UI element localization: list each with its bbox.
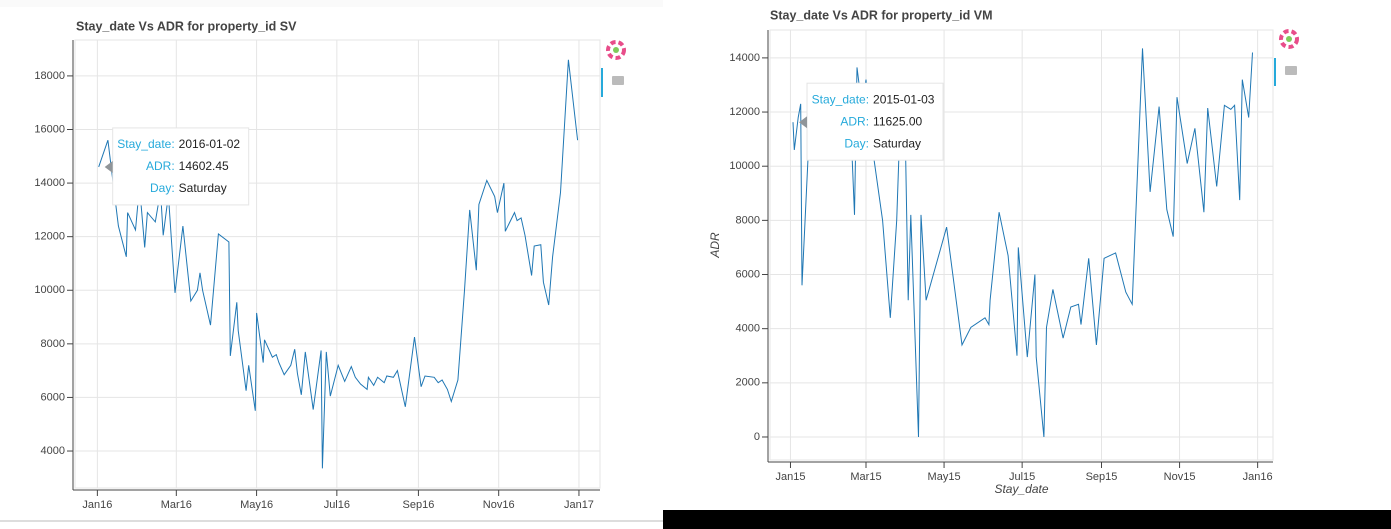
- bokeh-logo-center: [613, 47, 619, 53]
- bokeh-logo[interactable]: [606, 40, 626, 60]
- y-axis-label: ADR: [708, 232, 722, 259]
- y-tick-label: 14000: [34, 177, 65, 189]
- plot-frame: [74, 39, 601, 489]
- y-tick-label: 4000: [41, 445, 65, 457]
- x-tick-label: Jul15: [1009, 471, 1035, 483]
- toolbar: [601, 29, 1299, 97]
- active-tool: [1274, 58, 1276, 86]
- x-tick-label: Jan15: [775, 471, 805, 483]
- plot-frame: [769, 29, 1274, 461]
- tooltip-pointer: [104, 160, 113, 173]
- y-tick-label: 8000: [736, 214, 760, 226]
- x-axis-label: Stay_date: [994, 482, 1048, 496]
- x-tick-label: Sep16: [403, 499, 435, 511]
- top-shade: [0, 0, 663, 7]
- y-tick-label: 6000: [736, 268, 760, 280]
- tooltip: Stay_date: 2016-01-02 ADR: 14602.45 Day: Satu…: [104, 127, 250, 206]
- y-tick-label: 10000: [729, 160, 760, 172]
- tooltip-value: 2016-01-02: [179, 137, 241, 151]
- y-tick-label: 14000: [729, 52, 760, 64]
- y-tick-label: 8000: [41, 338, 65, 350]
- x-tick-label: May15: [928, 471, 961, 483]
- hover-tool[interactable]: [612, 76, 624, 85]
- y-tick-label: 12000: [729, 106, 760, 118]
- tooltip-label: Day:: [844, 136, 869, 150]
- chart-title: Stay_date Vs ADR for property_id SV: [76, 19, 297, 33]
- hover-tool[interactable]: [1285, 66, 1297, 75]
- bokeh-logo[interactable]: [1279, 29, 1299, 49]
- tooltip-label: Stay_date:: [812, 92, 869, 106]
- tooltip-value: Saturday: [179, 181, 227, 195]
- x-tick-label: Jul16: [324, 499, 350, 511]
- tooltip-box: [112, 127, 250, 206]
- y-tick-label: 12000: [34, 231, 65, 243]
- x-tick-label: Nov15: [1164, 471, 1196, 483]
- x-tick-label: Sep15: [1086, 471, 1118, 483]
- y-tick-label: 2000: [736, 377, 760, 389]
- tooltip-label: Day:: [150, 181, 175, 195]
- tooltip-value: 11625.00: [873, 114, 922, 128]
- black-bar: [663, 510, 1391, 529]
- tooltip: Stay_date: 2015-01-03 ADR: 11625.00 Day: Satu…: [799, 82, 944, 161]
- tooltip-label: ADR:: [840, 114, 869, 128]
- x-tick-label: Jan17: [564, 499, 594, 511]
- x-tick-label: Nov16: [483, 499, 515, 511]
- x-tick-label: Mar15: [850, 471, 881, 483]
- x-tick-label: May16: [240, 499, 273, 511]
- data-line: [98, 59, 579, 469]
- y-tick-label: 16000: [34, 123, 65, 135]
- tooltip-label: Stay_date:: [117, 137, 174, 151]
- tooltip-value: 14602.45: [179, 159, 229, 173]
- x-tick-label: Mar16: [161, 499, 192, 511]
- tooltip-value: Saturday: [873, 136, 921, 150]
- active-tool: [601, 68, 603, 97]
- y-tick-label: 4000: [736, 323, 760, 335]
- tooltip-value: 2015-01-03: [873, 92, 935, 106]
- tooltip-pointer: [799, 116, 808, 129]
- x-tick-label: Jan16: [82, 499, 112, 511]
- y-tick-label: 18000: [34, 70, 65, 82]
- y-tick-label: 6000: [41, 391, 65, 403]
- bokeh-logo-center: [1286, 36, 1292, 42]
- y-tick-label: 0: [754, 431, 760, 443]
- tooltip-label: ADR:: [146, 159, 175, 173]
- x-tick-label: Jan16: [1243, 471, 1273, 483]
- chart-title: Stay_date Vs ADR for property_id VM: [770, 8, 993, 22]
- y-tick-label: 10000: [34, 284, 65, 296]
